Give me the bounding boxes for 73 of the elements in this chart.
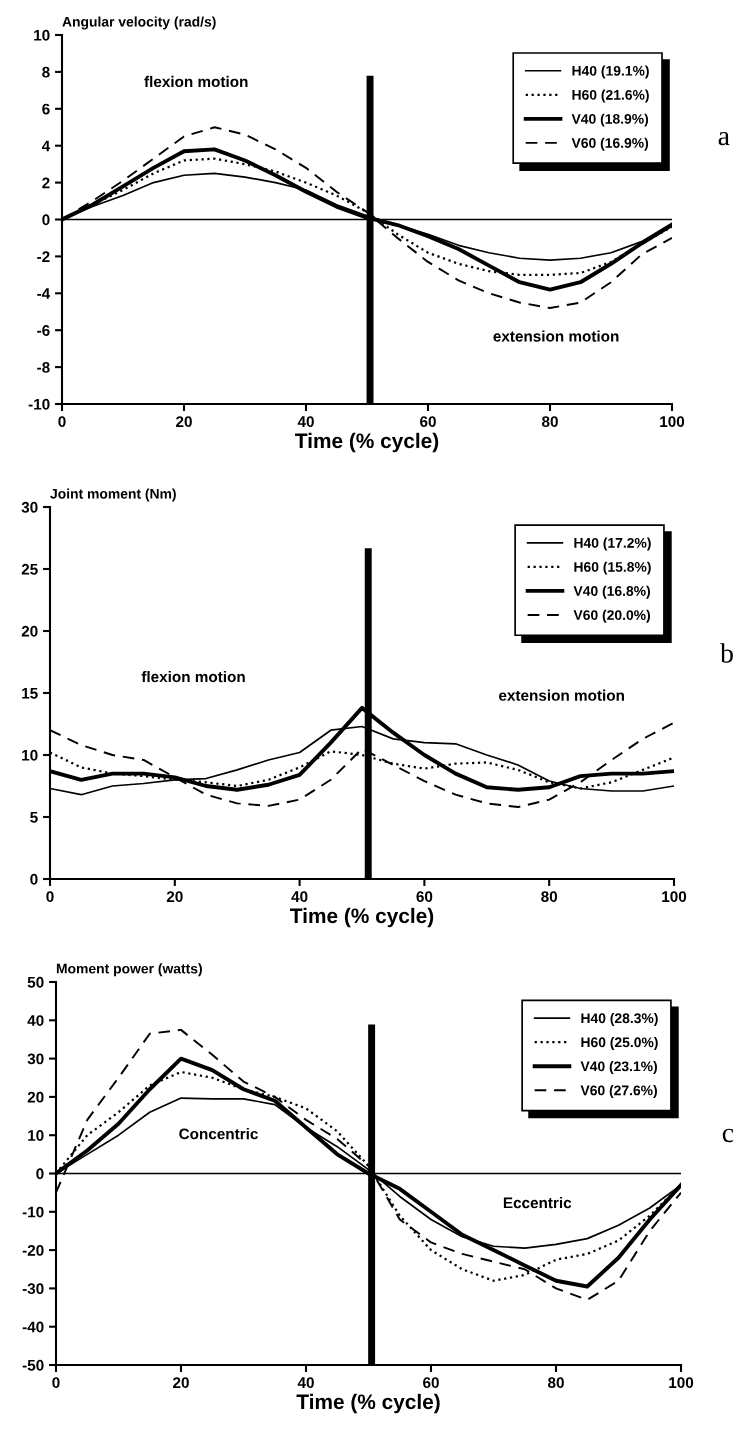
annotation: extension motion	[493, 330, 619, 342]
y-tick-label: -30	[22, 1283, 44, 1295]
annotation: Eccentric	[503, 1197, 572, 1209]
y-tick-label: 8	[42, 66, 50, 78]
y-tick-label: 30	[27, 1053, 44, 1065]
y-tick-label: -10	[22, 1206, 44, 1218]
y-tick-label: 5	[30, 812, 38, 823]
legend-label: V60 (16.9%)	[571, 137, 649, 151]
legend-label: V60 (27.6%)	[580, 1085, 657, 1099]
y-tick-label: 50	[27, 976, 44, 988]
x-tick-label: 80	[541, 416, 558, 428]
legend-label: V40 (16.8%)	[573, 585, 650, 599]
x-tick-label: 40	[297, 1377, 314, 1389]
x-tick-label: 80	[541, 891, 558, 903]
y-tick-label: 30	[21, 501, 38, 513]
x-tick-label: 100	[669, 1377, 694, 1389]
y-tick-label: -10	[28, 398, 50, 410]
x-tick-label: 100	[662, 891, 687, 903]
y-axis-title: Moment power (watts)	[56, 963, 202, 977]
text: b	[720, 643, 733, 663]
x-tick-label: 100	[660, 416, 685, 428]
annotation: extension motion	[499, 689, 624, 701]
legend-label: V40 (23.1%)	[580, 1061, 657, 1074]
x-tick-label: 40	[297, 416, 314, 428]
y-tick-label: 4	[41, 140, 51, 152]
y-tick-label: 10	[22, 749, 38, 761]
x-tick-label: 40	[291, 891, 308, 903]
y-tick-label: 2	[42, 177, 50, 189]
x-tick-label: 60	[416, 891, 433, 903]
y-tick-label: 20	[21, 625, 38, 637]
x-axis-title: Time (% cycle)	[290, 907, 434, 928]
y-tick-label: 0	[42, 214, 50, 226]
legend-label: H60 (21.6%)	[572, 89, 649, 103]
annotation: flexion motion	[144, 75, 248, 88]
legend-label: H40 (28.3%)	[581, 1012, 658, 1026]
annotation: flexion motion	[141, 671, 245, 683]
y-axis-title: Joint moment (Nm)	[50, 488, 176, 502]
y-tick-label: 15	[22, 688, 38, 699]
x-axis-title: Time (% cycle)	[296, 1393, 440, 1414]
legend-label: V40 (18.9%)	[571, 113, 649, 127]
legend-label: V60 (20.0%)	[573, 609, 650, 623]
y-tick-label: 10	[34, 29, 50, 41]
x-tick-label: 60	[423, 1377, 439, 1389]
legend-label: H60 (25.0%)	[581, 1036, 658, 1050]
x-tick-label: 20	[173, 1377, 189, 1389]
y-tick-label: -4	[37, 288, 51, 299]
y-tick-label: 0	[30, 873, 38, 885]
text: a	[718, 131, 730, 146]
legend-label: H40 (19.1%)	[572, 65, 649, 79]
legend-label: H60 (15.8%)	[574, 561, 651, 575]
y-tick-label: 40	[27, 1015, 44, 1026]
x-axis-title: Time (% cycle)	[295, 432, 439, 453]
x-tick-label: 0	[52, 1377, 60, 1389]
y-tick-label: -6	[37, 325, 50, 336]
x-tick-label: 20	[176, 416, 192, 428]
x-tick-label: 0	[58, 416, 66, 428]
y-tick-label: -8	[37, 361, 50, 373]
y-tick-label: 10	[28, 1130, 44, 1141]
y-tick-label: -2	[37, 251, 50, 262]
y-tick-label: 6	[42, 103, 50, 115]
legend-label: H40 (17.2%)	[574, 537, 651, 551]
text: c	[722, 1128, 734, 1143]
x-tick-label: 80	[547, 1377, 564, 1389]
x-tick-label: 20	[166, 891, 183, 903]
y-tick-label: 20	[27, 1091, 44, 1103]
y-tick-label: -40	[22, 1321, 44, 1333]
x-tick-label: 60	[420, 416, 436, 428]
y-tick-label: 25	[21, 563, 38, 575]
y-tick-label: -20	[22, 1244, 44, 1256]
y-tick-label: -50	[22, 1359, 44, 1371]
y-tick-label: 0	[36, 1168, 44, 1180]
y-axis-title: Angular velocity (rad/s)	[62, 16, 216, 30]
annotation: Concentric	[179, 1128, 258, 1140]
